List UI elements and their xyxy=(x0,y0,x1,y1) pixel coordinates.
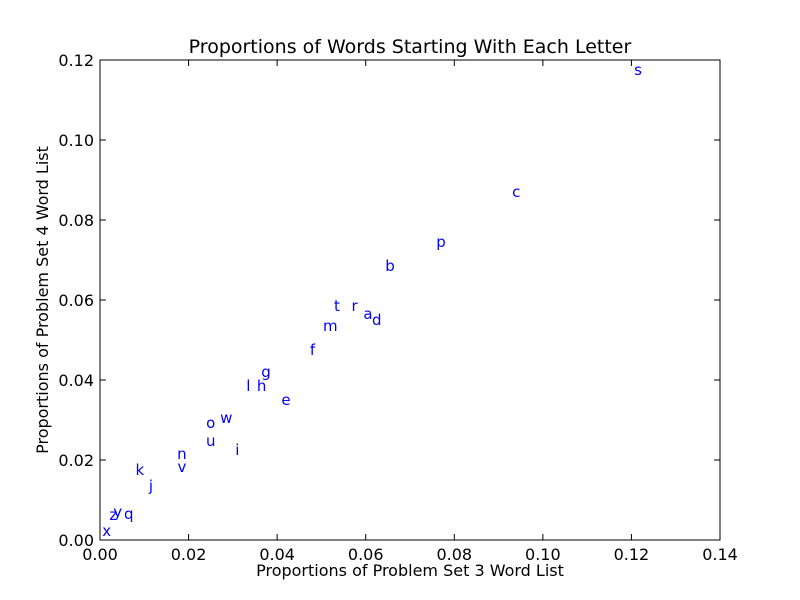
y-tick-label: 0.04 xyxy=(58,371,94,390)
plot-frame xyxy=(99,59,721,541)
y-tick-label: 0.12 xyxy=(58,51,94,70)
point-label-s: s xyxy=(634,61,642,79)
point-label-t: t xyxy=(334,297,340,315)
x-tick-label: 0.06 xyxy=(348,545,384,564)
y-axis-title: Proportions of Problem Set 4 Word List xyxy=(33,146,52,454)
point-label-u: u xyxy=(206,432,216,450)
x-tick-label: 0.02 xyxy=(171,545,207,564)
point-label-r: r xyxy=(352,297,359,315)
x-tick-label: 0.10 xyxy=(525,545,561,564)
point-label-a: a xyxy=(363,305,372,323)
point-label-q: q xyxy=(124,505,134,523)
x-tick-label: 0.04 xyxy=(259,545,295,564)
point-label-h: h xyxy=(257,377,267,395)
plot-area xyxy=(100,60,720,540)
point-label-p: p xyxy=(436,233,446,251)
y-tick-label: 0.02 xyxy=(58,451,94,470)
y-tick-label: 0.08 xyxy=(58,211,94,230)
point-label-j: j xyxy=(148,477,153,495)
point-label-c: c xyxy=(512,183,520,201)
point-label-v: v xyxy=(177,458,186,476)
chart-title: Proportions of Words Starting With Each … xyxy=(189,36,632,58)
x-tick-label: 0.08 xyxy=(436,545,472,564)
point-label-g: g xyxy=(261,363,271,381)
point-label-d: d xyxy=(372,311,382,329)
point-label-e: e xyxy=(281,391,290,409)
y-tick-label: 0.10 xyxy=(58,131,94,150)
point-label-k: k xyxy=(136,461,145,479)
point-label-x: x xyxy=(102,522,111,540)
point-labels: s c p b t r a d mf gl he wou i nv kj y qzx xyxy=(102,61,642,540)
y-tick-label: 0.06 xyxy=(58,291,94,310)
y-tick-label: 0.00 xyxy=(58,531,94,550)
x-tick-label: 0.14 xyxy=(702,545,738,564)
point-label-y: y xyxy=(113,503,122,521)
point-label-i: i xyxy=(235,441,239,459)
point-label-z: z xyxy=(109,506,117,524)
point-label-b: b xyxy=(385,257,395,275)
point-label-n: n xyxy=(177,445,187,463)
point-label-m: m xyxy=(323,317,338,335)
x-axis-title: Proportions of Problem Set 3 Word List xyxy=(256,561,564,580)
x-tick-label: 0.12 xyxy=(614,545,650,564)
point-label-o: o xyxy=(206,414,215,432)
point-label-f: f xyxy=(310,341,316,359)
point-label-w: w xyxy=(220,409,232,427)
point-label-l: l xyxy=(246,377,250,395)
x-tick-label: 0.00 xyxy=(82,545,118,564)
tick-group: 0.00 0.02 0.04 0.06 0.08 0.10 0.12 0.14 0.00 0.02… xyxy=(58,51,737,564)
